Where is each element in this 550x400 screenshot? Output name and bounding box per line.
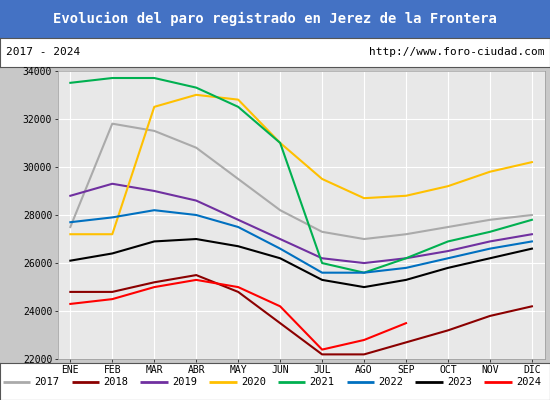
Text: 2023: 2023 <box>447 377 472 386</box>
Text: Evolucion del paro registrado en Jerez de la Frontera: Evolucion del paro registrado en Jerez d… <box>53 12 497 26</box>
Text: 2017 - 2024: 2017 - 2024 <box>6 47 80 57</box>
Text: http://www.foro-ciudad.com: http://www.foro-ciudad.com <box>369 47 544 57</box>
Text: 2020: 2020 <box>241 377 266 386</box>
Text: 2019: 2019 <box>172 377 197 386</box>
Text: 2017: 2017 <box>35 377 59 386</box>
Text: 2021: 2021 <box>310 377 334 386</box>
Text: 2024: 2024 <box>516 377 541 386</box>
Text: 2018: 2018 <box>103 377 128 386</box>
Text: 2022: 2022 <box>378 377 403 386</box>
